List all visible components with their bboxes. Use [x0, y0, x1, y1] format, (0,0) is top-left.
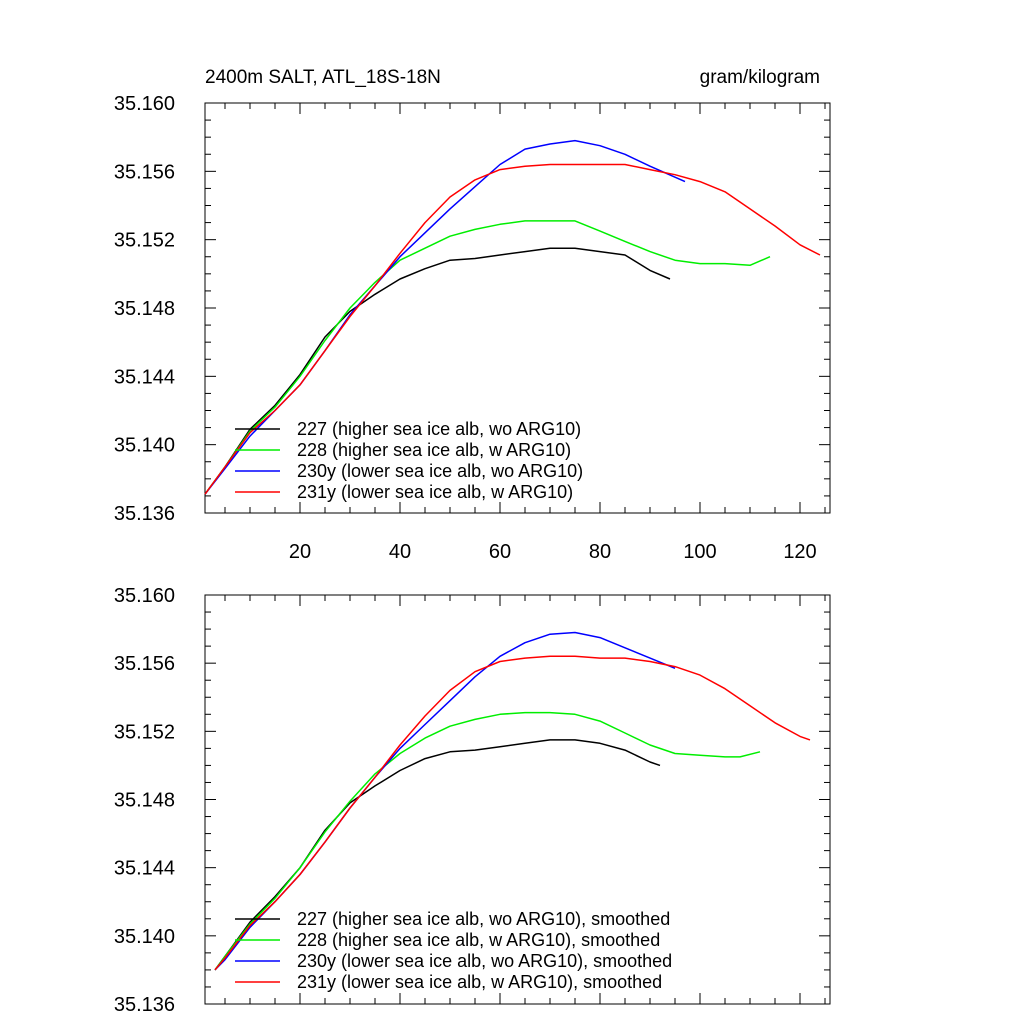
- x-tick-label: 20: [289, 541, 311, 563]
- y-tick-label: 35.144: [114, 366, 175, 388]
- x-tick-label: 40: [389, 541, 411, 563]
- series-line-1: [204, 220, 771, 495]
- legend-label-3: 231y (lower sea ice alb, w ARG10): [297, 482, 573, 502]
- legend-label-3: 231y (lower sea ice alb, w ARG10), smoot…: [297, 972, 662, 992]
- series-line-3: [214, 655, 811, 971]
- y-tick-label: 35.156: [114, 161, 175, 183]
- x-tick-label: 100: [683, 541, 716, 563]
- chart-title-right: gram/kilogram: [700, 67, 820, 88]
- chart-panel-top: 35.136 35.140 35.144 35.148 35.152 35.156 35.1…: [114, 67, 831, 563]
- y-tick-label: 35.148: [114, 298, 175, 320]
- series-line-0: [204, 247, 671, 495]
- y-tick-label: 35.140: [114, 435, 175, 457]
- y-tick-label: 35.136: [114, 994, 175, 1016]
- y-tick-label: 35.156: [114, 653, 175, 675]
- series-line-1: [214, 711, 761, 971]
- legend-label-2: 230y (lower sea ice alb, wo ARG10): [297, 461, 583, 481]
- legend-label-2: 230y (lower sea ice alb, wo ARG10), smoo…: [297, 951, 672, 971]
- chart-panel-bottom: 35.136 35.140 35.144 35.148 35.152 35.156 35.1…: [114, 585, 831, 1016]
- x-tick-label: 120: [783, 541, 816, 563]
- x-tick-label: 80: [589, 541, 611, 563]
- legend-label-1: 228 (higher sea ice alb, w ARG10): [297, 440, 571, 460]
- y-tick-label: 35.160: [114, 93, 175, 115]
- y-tick-label: 35.144: [114, 858, 175, 880]
- series-line-3: [204, 163, 821, 495]
- y-tick-label: 35.140: [114, 926, 175, 948]
- y-tick-label: 35.160: [114, 585, 175, 607]
- x-tick-label: 60: [489, 541, 511, 563]
- series-line-0: [214, 739, 661, 971]
- y-tick-label: 35.136: [114, 503, 175, 525]
- y-tick-label: 35.148: [114, 790, 175, 812]
- y-tick-label: 35.152: [114, 230, 175, 252]
- chart-title-left: 2400m SALT, ATL_18S-18N: [205, 67, 441, 88]
- legend-label-0: 227 (higher sea ice alb, wo ARG10), smoo…: [297, 909, 670, 929]
- y-tick-label: 35.152: [114, 721, 175, 743]
- legend-label-0: 227 (higher sea ice alb, wo ARG10): [297, 419, 581, 439]
- legend-label-1: 228 (higher sea ice alb, w ARG10), smoot…: [297, 930, 660, 950]
